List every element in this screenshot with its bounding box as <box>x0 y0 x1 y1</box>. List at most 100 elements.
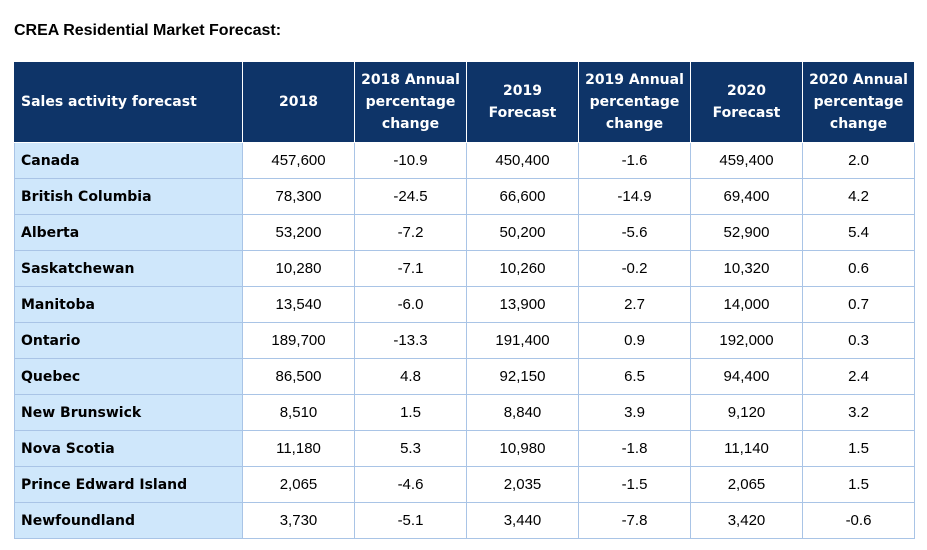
cell-sales-2018: 13,540 <box>242 286 355 323</box>
cell-change-2018: -7.1 <box>354 250 467 287</box>
cell-change-2020: 0.3 <box>802 322 915 359</box>
cell-region: Manitoba <box>14 286 243 323</box>
table-row: Saskatchewan 10,280 -7.1 10,260 -0.2 10,320 0.… <box>14 250 915 287</box>
table-header: Sales activity forecast 2018 2018 Annual… <box>14 61 915 143</box>
column-header-2019-forecast: 2019 Forecast <box>466 61 579 143</box>
cell-change-2020: 5.4 <box>802 214 915 251</box>
cell-region: Canada <box>14 142 243 179</box>
cell-forecast-2020: 9,120 <box>690 394 803 431</box>
table-row: Canada 457,600 -10.9 450,400 -1.6 459,400 2.0 <box>14 142 915 179</box>
cell-sales-2018: 78,300 <box>242 178 355 215</box>
cell-change-2018: -6.0 <box>354 286 467 323</box>
cell-region: Newfoundland <box>14 502 243 539</box>
cell-sales-2018: 2,065 <box>242 466 355 503</box>
cell-forecast-2019: 10,980 <box>466 430 579 467</box>
cell-forecast-2019: 50,200 <box>466 214 579 251</box>
cell-region: Ontario <box>14 322 243 359</box>
cell-forecast-2019: 450,400 <box>466 142 579 179</box>
sales-forecast-table: Sales activity forecast 2018 2018 Annual… <box>14 61 915 539</box>
column-header-2020-forecast: 2020 Forecast <box>690 61 803 143</box>
cell-region: Prince Edward Island <box>14 466 243 503</box>
cell-change-2019: -7.8 <box>578 502 691 539</box>
cell-sales-2018: 53,200 <box>242 214 355 251</box>
column-header-region: Sales activity forecast <box>14 61 243 143</box>
cell-sales-2018: 10,280 <box>242 250 355 287</box>
header-row: Sales activity forecast 2018 2018 Annual… <box>14 61 915 143</box>
cell-forecast-2020: 11,140 <box>690 430 803 467</box>
table-row: Newfoundland 3,730 -5.1 3,440 -7.8 3,420 -0.6 <box>14 502 915 539</box>
cell-forecast-2019: 66,600 <box>466 178 579 215</box>
cell-region: Saskatchewan <box>14 250 243 287</box>
cell-change-2018: 4.8 <box>354 358 467 395</box>
cell-forecast-2019: 3,440 <box>466 502 579 539</box>
cell-forecast-2019: 8,840 <box>466 394 579 431</box>
cell-forecast-2020: 69,400 <box>690 178 803 215</box>
cell-forecast-2020: 2,065 <box>690 466 803 503</box>
cell-sales-2018: 457,600 <box>242 142 355 179</box>
cell-change-2018: -13.3 <box>354 322 467 359</box>
cell-sales-2018: 3,730 <box>242 502 355 539</box>
table-row: Alberta 53,200 -7.2 50,200 -5.6 52,900 5.4 <box>14 214 915 251</box>
cell-change-2018: -7.2 <box>354 214 467 251</box>
cell-change-2019: 0.9 <box>578 322 691 359</box>
table-row: Ontario 189,700 -13.3 191,400 0.9 192,000 0.3 <box>14 322 915 359</box>
cell-change-2020: 0.6 <box>802 250 915 287</box>
table-row: Prince Edward Island 2,065 -4.6 2,035 -1.5 2,… <box>14 466 915 503</box>
column-header-2020-change: 2020 Annual percentage change <box>802 61 915 143</box>
column-header-2018: 2018 <box>242 61 355 143</box>
table-row: Manitoba 13,540 -6.0 13,900 2.7 14,000 0.7 <box>14 286 915 323</box>
cell-region: Alberta <box>14 214 243 251</box>
cell-change-2020: 4.2 <box>802 178 915 215</box>
table-body: Canada 457,600 -10.9 450,400 -1.6 459,400 2.0 B… <box>14 142 915 539</box>
cell-sales-2018: 8,510 <box>242 394 355 431</box>
cell-change-2020: 2.4 <box>802 358 915 395</box>
cell-region: Nova Scotia <box>14 430 243 467</box>
cell-change-2020: 3.2 <box>802 394 915 431</box>
cell-region: British Columbia <box>14 178 243 215</box>
cell-forecast-2019: 191,400 <box>466 322 579 359</box>
cell-sales-2018: 86,500 <box>242 358 355 395</box>
cell-change-2018: 5.3 <box>354 430 467 467</box>
table-row: Quebec 86,500 4.8 92,150 6.5 94,400 2.4 <box>14 358 915 395</box>
table-row: Nova Scotia 11,180 5.3 10,980 -1.8 11,140 1.5 <box>14 430 915 467</box>
cell-change-2020: 1.5 <box>802 430 915 467</box>
column-header-2018-change: 2018 Annual percentage change <box>354 61 467 143</box>
cell-change-2019: -1.5 <box>578 466 691 503</box>
cell-change-2019: 2.7 <box>578 286 691 323</box>
cell-change-2020: 2.0 <box>802 142 915 179</box>
cell-forecast-2020: 459,400 <box>690 142 803 179</box>
cell-sales-2018: 11,180 <box>242 430 355 467</box>
cell-forecast-2019: 92,150 <box>466 358 579 395</box>
cell-change-2020: -0.6 <box>802 502 915 539</box>
cell-forecast-2019: 10,260 <box>466 250 579 287</box>
cell-forecast-2020: 94,400 <box>690 358 803 395</box>
cell-forecast-2019: 13,900 <box>466 286 579 323</box>
cell-change-2018: -4.6 <box>354 466 467 503</box>
cell-forecast-2019: 2,035 <box>466 466 579 503</box>
cell-forecast-2020: 52,900 <box>690 214 803 251</box>
cell-change-2018: -24.5 <box>354 178 467 215</box>
cell-change-2018: 1.5 <box>354 394 467 431</box>
column-header-2019-change: 2019 Annual percentage change <box>578 61 691 143</box>
cell-change-2019: -5.6 <box>578 214 691 251</box>
cell-change-2019: -1.8 <box>578 430 691 467</box>
cell-change-2018: -5.1 <box>354 502 467 539</box>
table-row: British Columbia 78,300 -24.5 66,600 -14.9 69… <box>14 178 915 215</box>
cell-change-2019: -1.6 <box>578 142 691 179</box>
cell-sales-2018: 189,700 <box>242 322 355 359</box>
cell-region: Quebec <box>14 358 243 395</box>
cell-region: New Brunswick <box>14 394 243 431</box>
cell-change-2019: 3.9 <box>578 394 691 431</box>
cell-change-2019: -0.2 <box>578 250 691 287</box>
cell-forecast-2020: 14,000 <box>690 286 803 323</box>
cell-change-2018: -10.9 <box>354 142 467 179</box>
cell-change-2020: 0.7 <box>802 286 915 323</box>
page-title: CREA Residential Market Forecast: <box>14 22 282 39</box>
table-row: New Brunswick 8,510 1.5 8,840 3.9 9,120 3.2 <box>14 394 915 431</box>
cell-change-2019: 6.5 <box>578 358 691 395</box>
cell-forecast-2020: 10,320 <box>690 250 803 287</box>
cell-forecast-2020: 192,000 <box>690 322 803 359</box>
cell-forecast-2020: 3,420 <box>690 502 803 539</box>
cell-change-2019: -14.9 <box>578 178 691 215</box>
cell-change-2020: 1.5 <box>802 466 915 503</box>
